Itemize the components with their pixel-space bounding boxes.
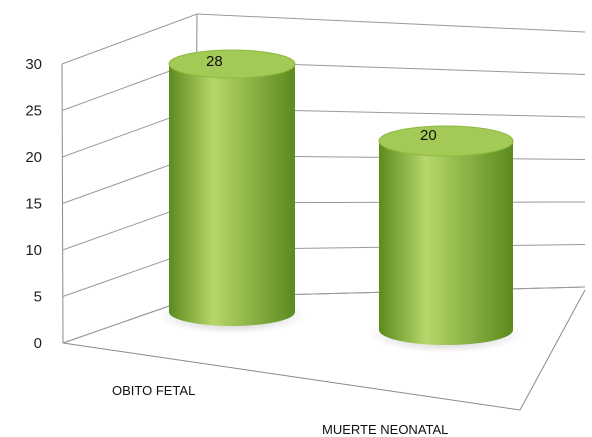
category-label: MUERTE NEONATAL <box>322 422 448 437</box>
y-tick-label: 15 <box>25 196 42 213</box>
x-axis-labels: OBITO FETAL MUERTE NEONATAL <box>112 383 448 437</box>
bar-body <box>169 64 295 326</box>
floor-front-edge <box>62 289 586 411</box>
bar-top <box>378 125 514 157</box>
category-label: OBITO FETAL <box>112 383 195 398</box>
y-tick-label: 5 <box>34 289 42 306</box>
y-tick-label: 0 <box>34 335 42 352</box>
bars: 28 20 <box>159 49 523 353</box>
bar: 20 <box>369 125 523 353</box>
gridline <box>61 13 586 65</box>
bar: 28 <box>159 49 305 334</box>
y-tick-label: 10 <box>25 242 42 259</box>
data-label: 28 <box>206 53 223 70</box>
y-tick-label: 25 <box>25 103 42 120</box>
gridline <box>61 60 586 111</box>
y-tick-label: 30 <box>25 56 42 73</box>
y-axis-ticks: 0 5 10 15 20 25 30 <box>25 56 42 352</box>
bar-body <box>379 141 513 345</box>
y-tick-label: 20 <box>25 149 42 166</box>
data-label: 20 <box>420 127 437 144</box>
bar-top <box>168 49 296 79</box>
